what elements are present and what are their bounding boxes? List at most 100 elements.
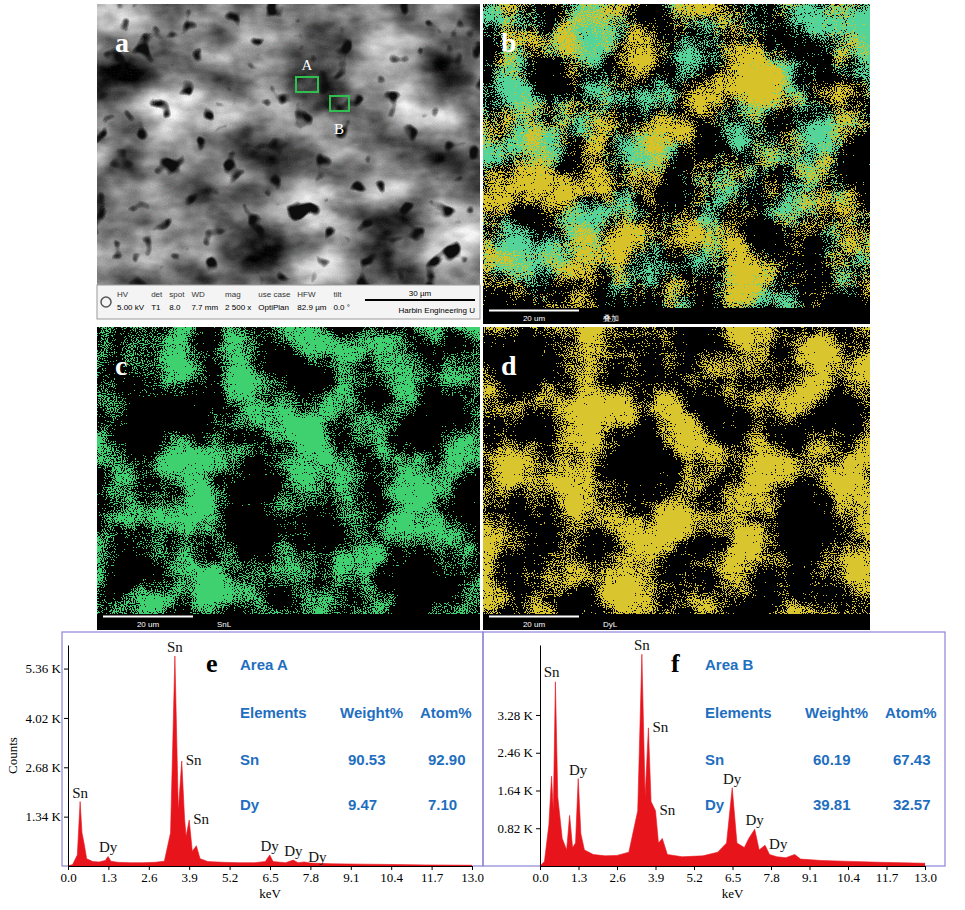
spectrum-panel: 0.0 1.3 2.6 3.9 5.2 6.5 7.8 9.1 10.4 11.7 13.0 1.34…	[5, 632, 484, 901]
databar-label: mag	[225, 290, 241, 299]
eds-map	[483, 4, 870, 308]
scale-bar	[365, 299, 475, 301]
x-tick-label: 7.8	[303, 870, 319, 885]
x-axis-title: keV	[259, 886, 281, 901]
y-axis-line	[540, 646, 541, 867]
databar	[97, 285, 480, 319]
x-tick: 2.6	[609, 866, 626, 885]
databar-value: 7.7 mm	[191, 303, 218, 312]
spectrum-area	[540, 654, 925, 866]
table-cell: Dy	[705, 796, 725, 813]
x-tick: 0.0	[60, 866, 76, 885]
y-tick-label: 1.34 K	[26, 809, 62, 824]
y-tick-mark	[64, 817, 68, 818]
scale-label: 20 um	[523, 314, 546, 323]
figure: ABaHV5.00 kVdetT1spot8.0WD7.7 mmmag2 500…	[0, 0, 965, 910]
y-tick: 2.46 K	[498, 745, 540, 760]
map-label: DyL	[603, 620, 618, 629]
table-cell: 60.19	[813, 751, 851, 768]
table-header: Weight%	[805, 704, 868, 721]
y-tick-label: 4.02 K	[26, 711, 62, 726]
peak-label: Dy	[284, 843, 303, 859]
eds-map	[483, 4, 870, 308]
panel-letter: d	[501, 350, 517, 381]
eds-map	[483, 327, 870, 614]
y-tick-label: 1.64 K	[498, 783, 534, 798]
x-tick-label: 10.4	[837, 870, 860, 885]
map-label: 叠加	[603, 314, 619, 323]
y-tick-mark	[536, 828, 540, 829]
map-bar	[483, 614, 870, 630]
table-cell: 7.10	[428, 796, 457, 813]
panel-c: c20 umSnL	[97, 327, 480, 630]
x-tick-label: 9.1	[802, 870, 818, 885]
y-tick: 1.64 K	[498, 783, 540, 798]
databar-label: det	[151, 290, 163, 299]
table-cell: Sn	[705, 751, 724, 768]
y-tick: 3.28 K	[498, 708, 540, 723]
map-bar	[483, 308, 870, 324]
x-tick-label: 0.0	[60, 870, 76, 885]
x-tick-label: 6.5	[262, 870, 278, 885]
peak-label: Dy	[569, 762, 588, 778]
map-bar	[97, 614, 480, 630]
x-tick: 9.1	[343, 866, 359, 885]
x-tick: 11.7	[421, 866, 444, 885]
x-tick-label: 2.6	[141, 870, 158, 885]
scale-label: 20 um	[137, 620, 160, 629]
databar-value: 8.0	[169, 303, 181, 312]
x-tick: 13.0	[461, 866, 484, 885]
map-ground	[483, 4, 870, 308]
scale-bar	[489, 310, 579, 312]
table-title: Area A	[240, 656, 288, 673]
table-cell: 67.43	[893, 751, 931, 768]
map-ground	[483, 327, 870, 614]
table-cell: 90.53	[348, 751, 386, 768]
table-header: Atom%	[420, 704, 472, 721]
peak-label: Dy	[723, 771, 742, 787]
x-tick: 1.3	[101, 866, 117, 885]
databar-value: 82.9 µm	[297, 303, 326, 312]
institution: Harbin Engineering U	[399, 306, 476, 315]
scale-label: 30 µm	[409, 289, 432, 298]
peak-label: Dy	[769, 836, 788, 852]
x-tick: 13.0	[914, 866, 937, 885]
peak-label: Sn	[186, 752, 202, 768]
panel-b: b 20 um 叠加	[483, 4, 870, 324]
peak-label: Sn	[652, 719, 668, 735]
peak-label: Sn	[544, 664, 560, 680]
y-tick: 1.34 K	[26, 809, 68, 824]
area-label: B	[334, 121, 344, 137]
x-axis: 0.01.32.63.95.26.57.89.110.411.713.0	[532, 866, 937, 885]
map-label: SnL	[217, 620, 232, 629]
x-tick-label: 11.7	[876, 870, 899, 885]
x-tick: 3.9	[182, 866, 198, 885]
x-tick: 2.6	[141, 866, 158, 885]
y-axis: 0.82 K 1.64 K 2.46 K 3.28 K	[498, 646, 541, 867]
panel-letter: b	[501, 27, 517, 58]
spectrum-area	[68, 656, 472, 866]
x-tick: 10.4	[380, 866, 403, 885]
panel-letter: f	[671, 649, 680, 678]
table-cell: 9.47	[348, 796, 377, 813]
scale-bar	[489, 616, 579, 618]
peak-label: Sn	[634, 637, 650, 653]
databar-label: HFW	[297, 290, 316, 299]
databar-value: 0.0 °	[333, 303, 350, 312]
y-tick: 0.82 K	[498, 821, 540, 836]
databar-label: spot	[169, 290, 185, 299]
databar-value: 2 500 x	[225, 303, 251, 312]
x-tick-label: 0.0	[532, 870, 548, 885]
plot-area	[68, 656, 472, 866]
x-axis: 0.0 1.3 2.6 3.9 5.2 6.5 7.8 9.1 10.4 11.7 13.0	[60, 866, 484, 885]
table-header: Atom%	[885, 704, 937, 721]
peak-label: Dy	[99, 839, 118, 855]
x-tick: 5.2	[222, 866, 238, 885]
x-tick: 1.3	[571, 866, 587, 885]
databar-label: HV	[117, 290, 129, 299]
x-tick: 6.5	[725, 866, 741, 885]
databar-label: tilt	[333, 290, 342, 299]
x-tick-label: 10.4	[380, 870, 403, 885]
peak-label: Sn	[167, 639, 183, 655]
x-tick-label: 3.9	[648, 870, 664, 885]
